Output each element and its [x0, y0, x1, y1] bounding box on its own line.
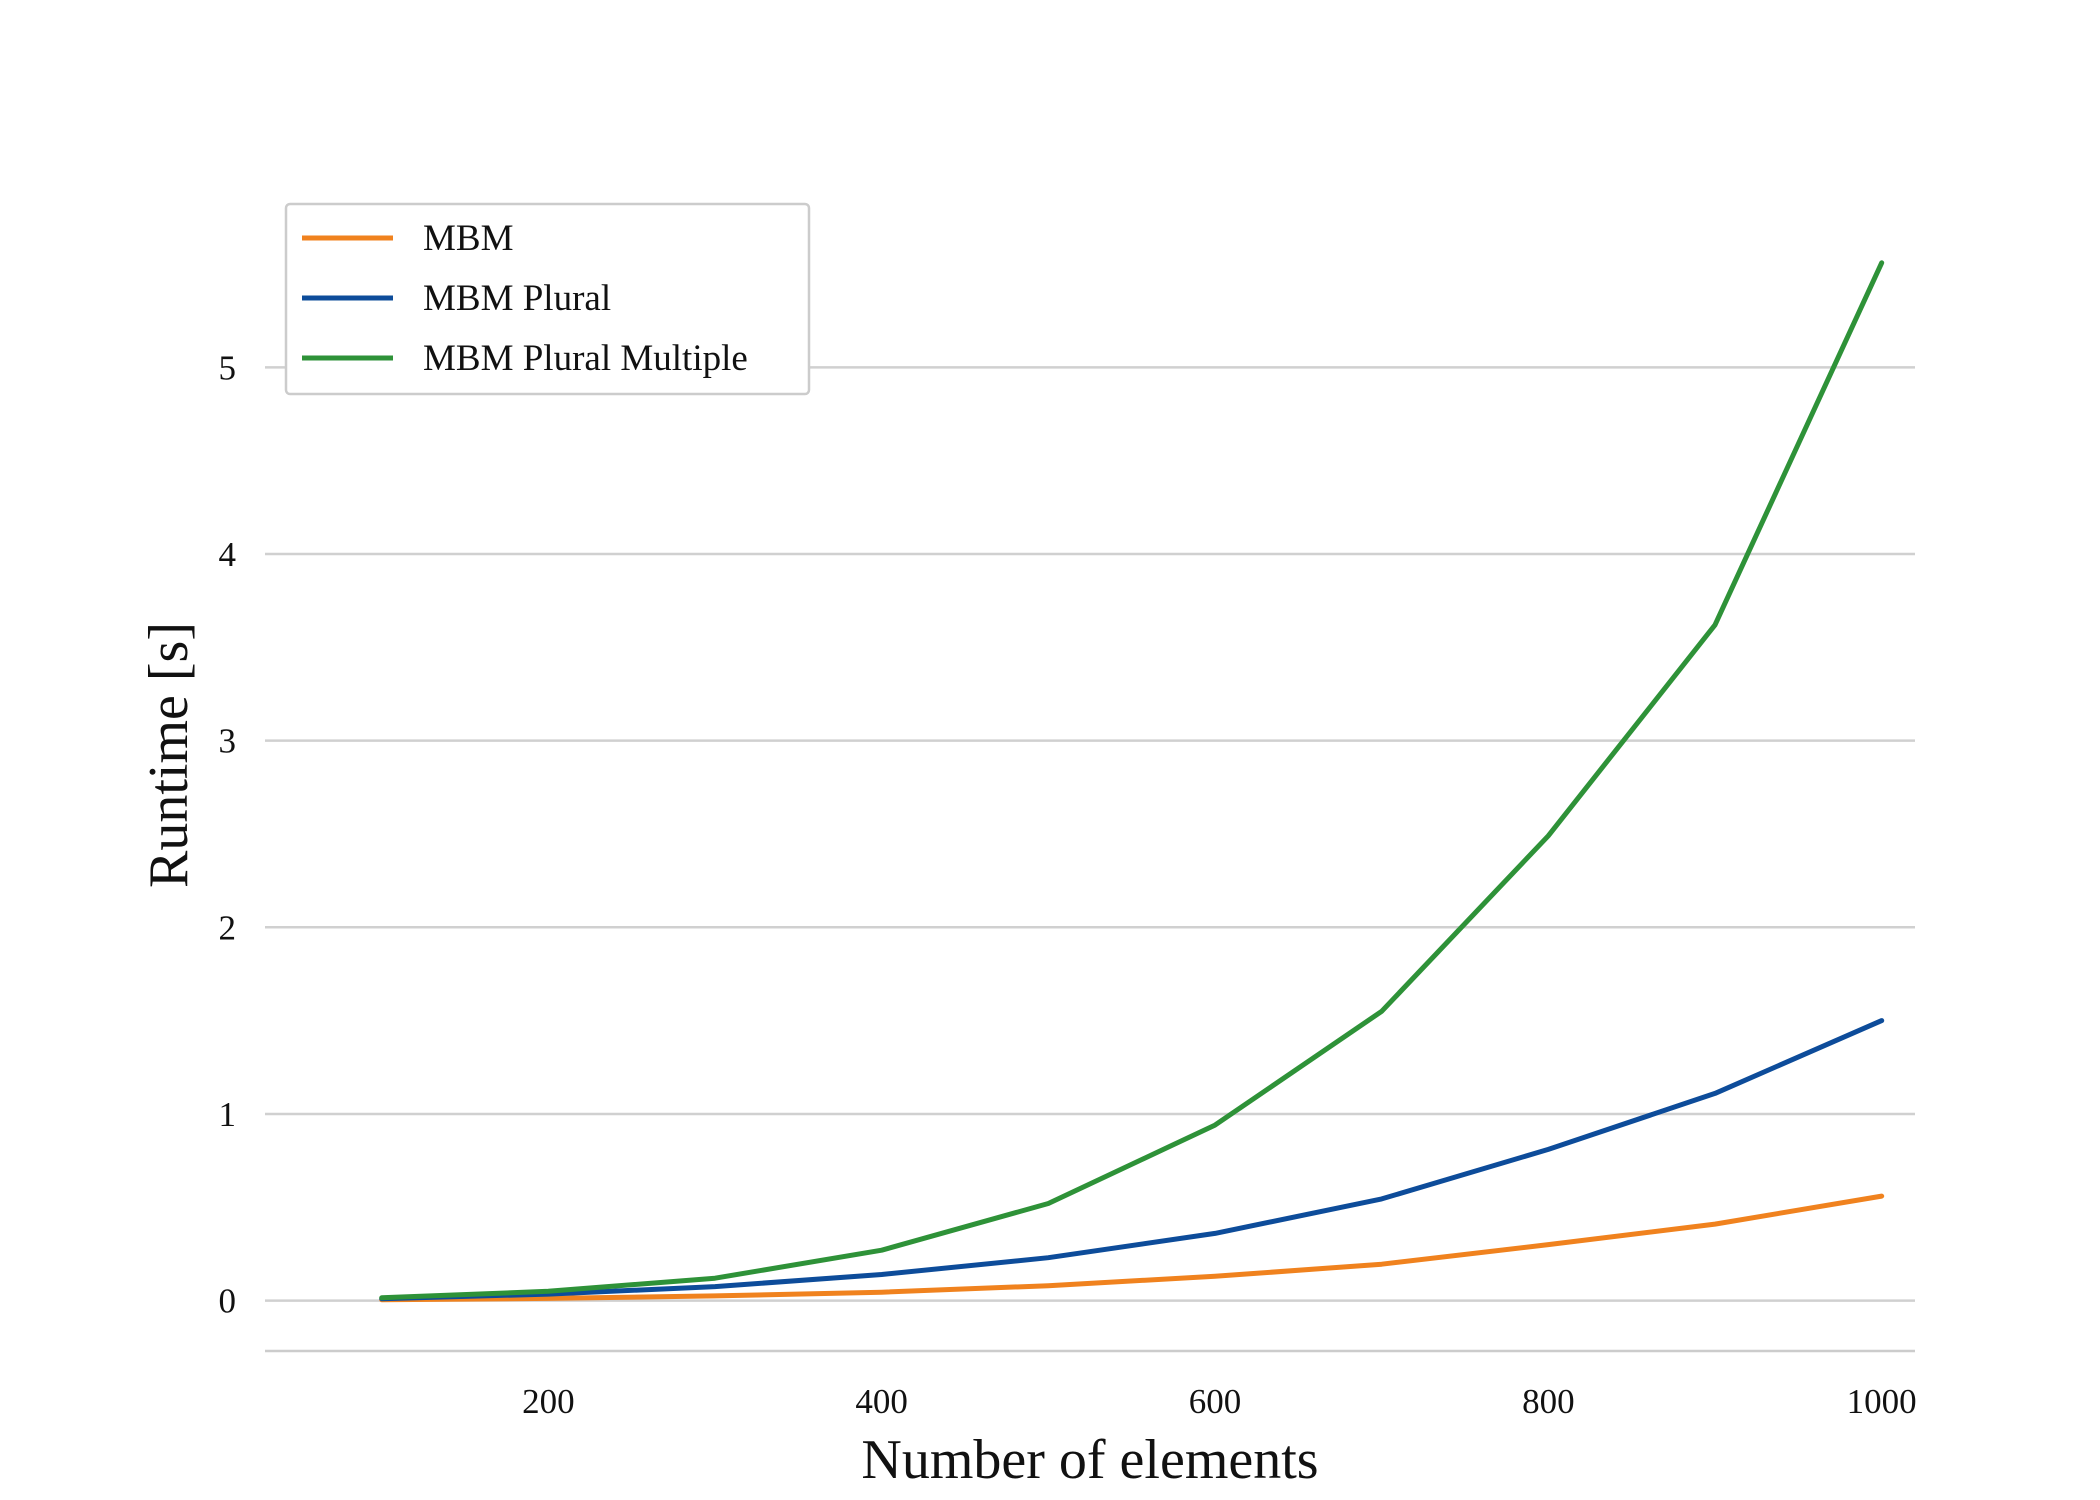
y-tick-label: 5	[219, 348, 237, 387]
y-tick-label: 4	[219, 535, 237, 574]
x-tick-label: 1000	[1847, 1382, 1917, 1421]
legend-label: MBM Plural Multiple	[423, 338, 748, 379]
legend-box	[284, 202, 811, 396]
series-line-1	[379, 1193, 1885, 1303]
legend: MBM MBM Plural MBM Plural Multiple	[284, 202, 811, 396]
x-tick-label: 800	[1522, 1382, 1575, 1421]
legend-label: MBM	[423, 218, 513, 259]
series-lines	[379, 260, 1885, 1303]
y-tick-label: 0	[219, 1282, 237, 1321]
y-tick-label: 3	[219, 722, 237, 761]
y-tick-labels: 0 1 2 3 4 5	[219, 348, 237, 1320]
y-tick-label: 1	[219, 1095, 237, 1134]
x-tick-label: 200	[522, 1382, 575, 1421]
x-tick-label: 600	[1189, 1382, 1242, 1421]
legend-items: MBM MBM Plural MBM Plural Multiple	[302, 218, 748, 379]
y-tick-label: 2	[219, 908, 237, 947]
series-line-3	[379, 260, 1885, 1301]
x-axis-title: Number of elements	[861, 1429, 1318, 1491]
x-tick-label: 400	[855, 1382, 908, 1421]
legend-label: MBM Plural	[423, 278, 611, 319]
series-line-2	[379, 1018, 1885, 1302]
horizontal-grid	[265, 366, 1915, 1302]
y-axis-title: Runtime [s]	[138, 622, 200, 888]
x-tick-labels: 200 400 600 800 1000	[522, 1382, 1917, 1421]
